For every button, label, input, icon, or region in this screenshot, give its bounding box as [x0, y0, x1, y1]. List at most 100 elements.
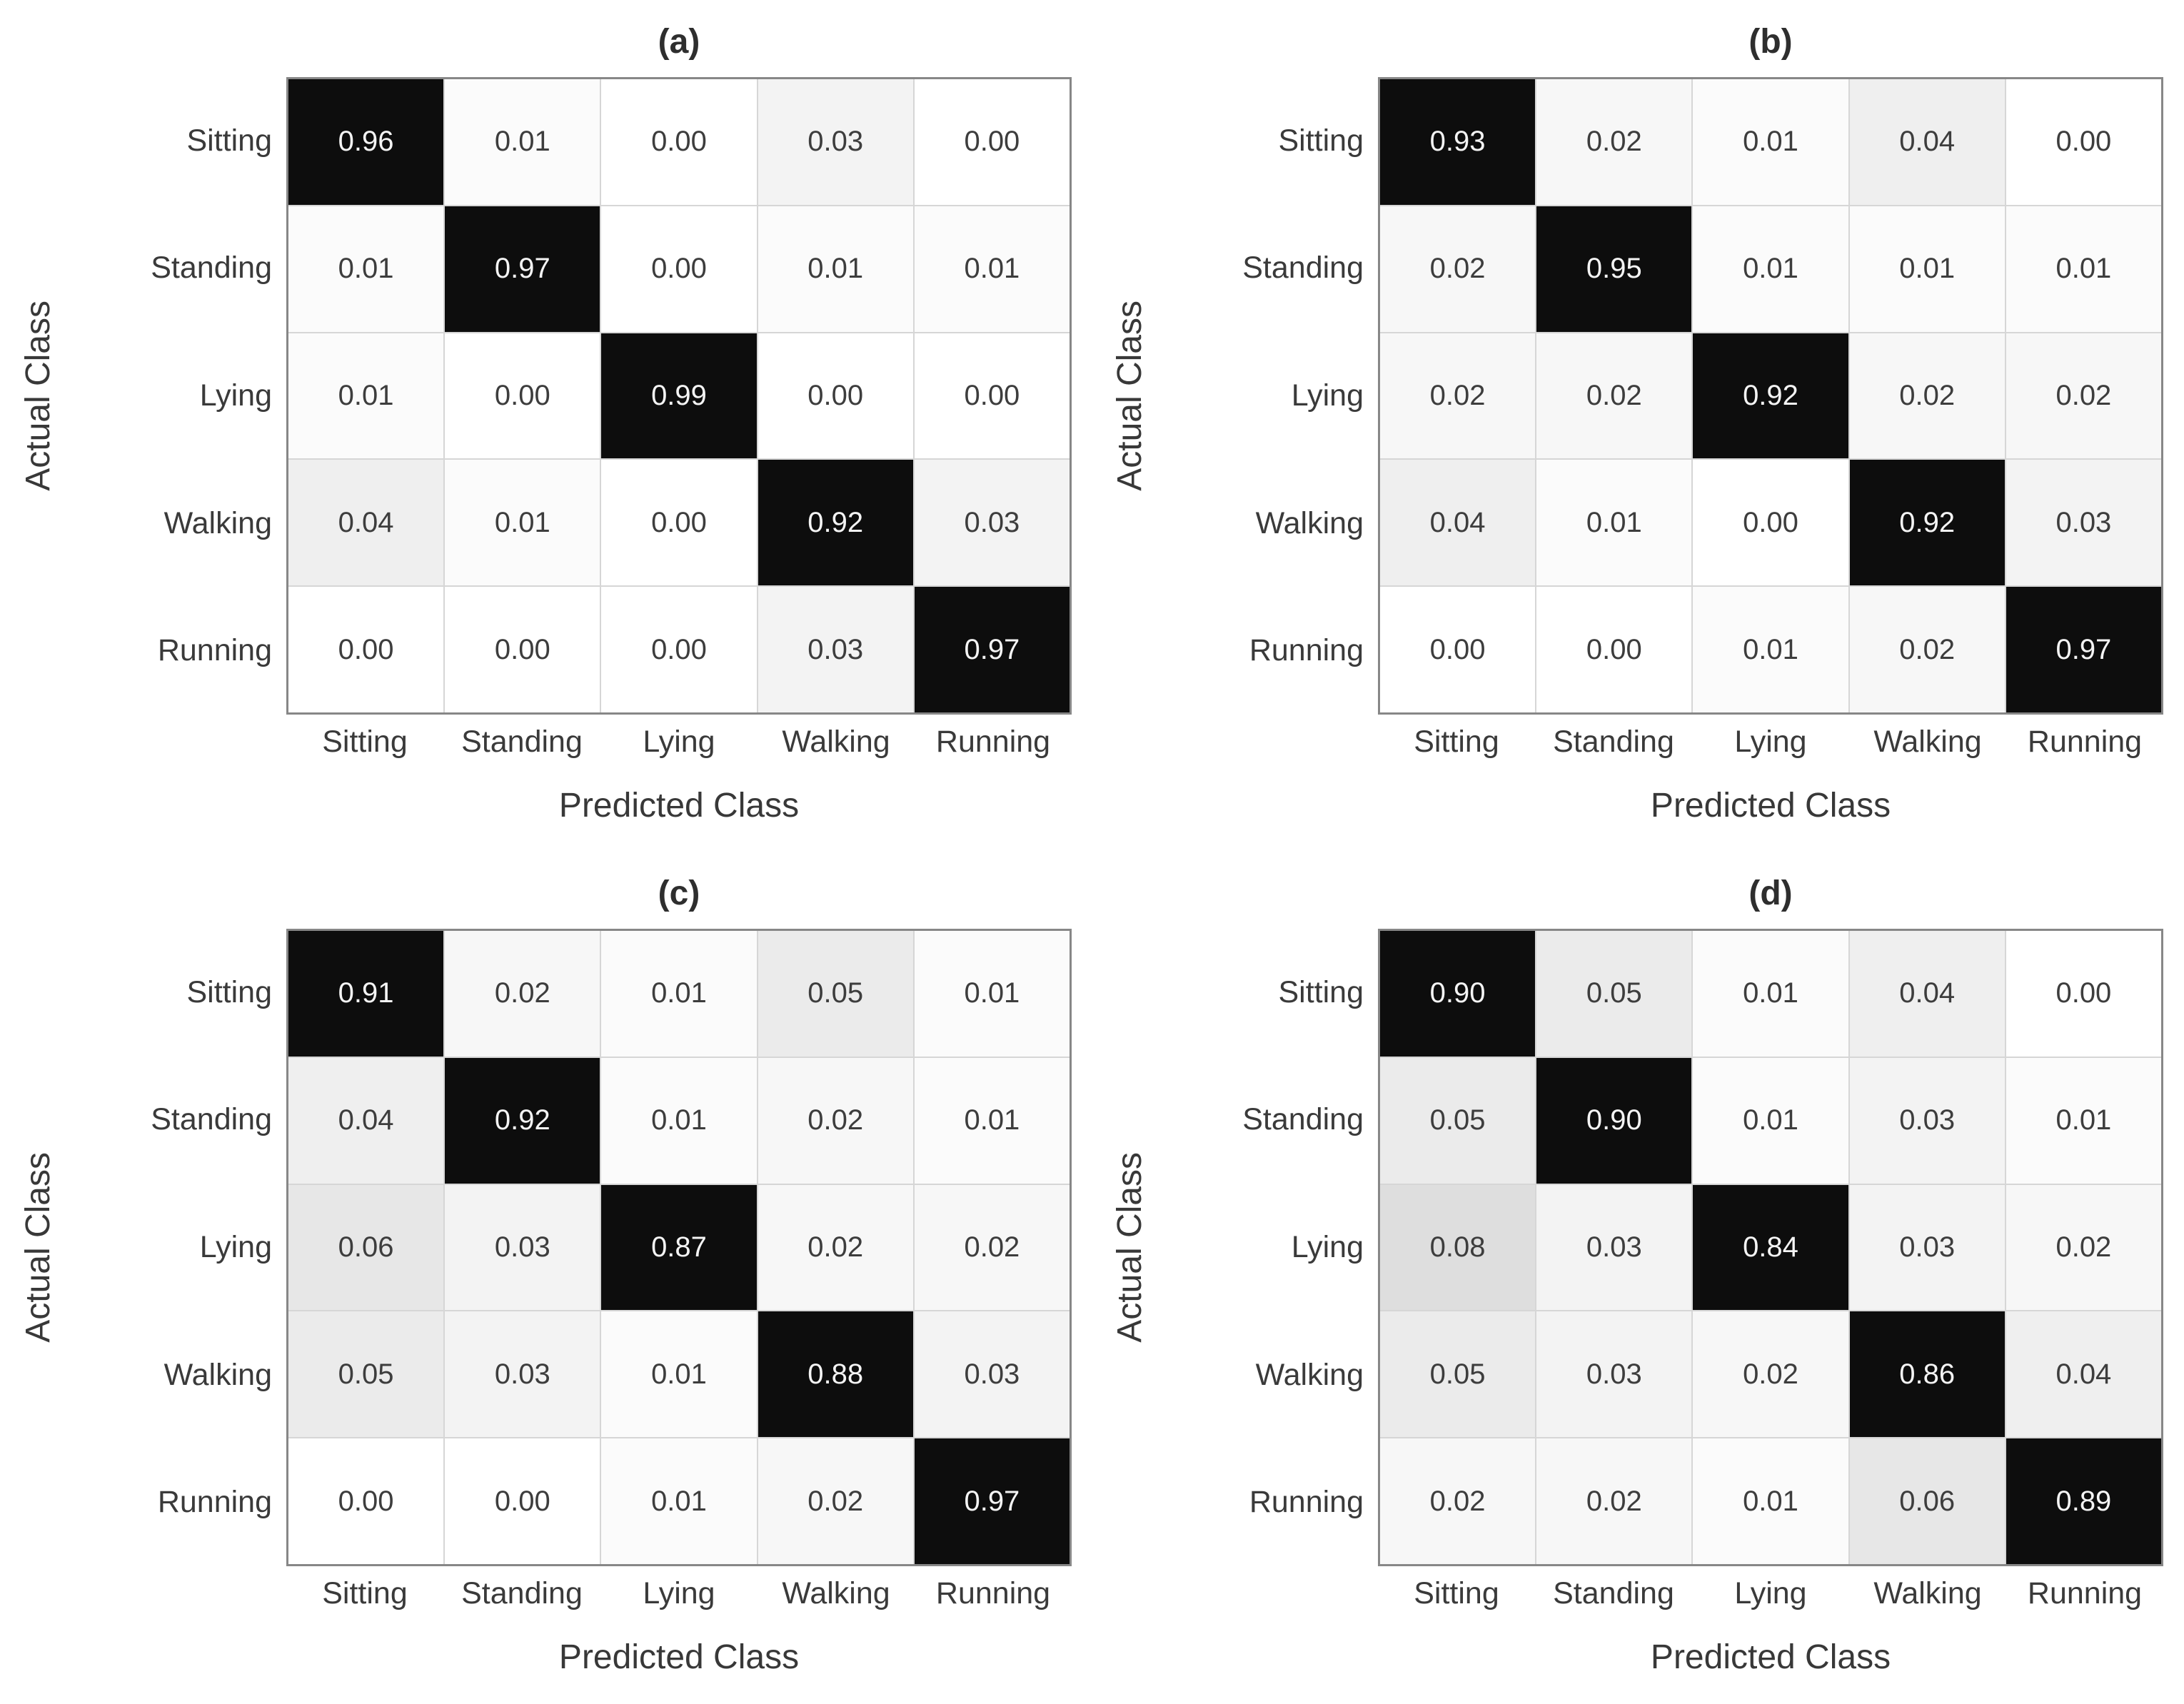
matrix-cell: 0.02 [758, 1057, 913, 1184]
x-tick-labels: Sitting Standing Lying Walking Running [286, 715, 1072, 772]
y-tick-label: Sitting [1278, 123, 1364, 158]
matrix-grid: 0.96 0.01 0.00 0.03 0.00 0.01 0.97 0.00 0.01 0.01… [286, 77, 1072, 715]
matrix-grid: 0.91 0.02 0.01 0.05 0.01 0.04 0.92 0.01 0.02 0.01… [286, 929, 1072, 1566]
matrix-cell: 0.01 [1693, 587, 1848, 712]
matrix-cell: 0.01 [914, 931, 1070, 1057]
y-axis-label: Actual Class [19, 301, 57, 491]
y-tick-label: Sitting [1278, 974, 1364, 1009]
subplot-title: (b) [1748, 22, 1793, 61]
y-tick-label: Running [157, 633, 272, 668]
subplot-c: (c) Actual Class Sitting Standing Lying Wal… [0, 852, 1092, 1704]
x-tick-label: Sitting [1414, 1576, 1499, 1610]
matrix-cell: 0.00 [601, 460, 757, 586]
matrix-cell: 0.02 [914, 1184, 1070, 1311]
matrix-cell: 0.03 [914, 1311, 1070, 1438]
matrix-cell: 0.01 [914, 1057, 1070, 1184]
y-tick-label: Walking [1255, 1357, 1364, 1392]
matrix-cell: 0.03 [1536, 1184, 1692, 1311]
matrix-cell: 0.01 [1693, 1438, 1848, 1564]
matrix-cell: 0.01 [2006, 206, 2161, 332]
x-tick-label: Lying [1734, 1576, 1807, 1610]
matrix-cell: 0.02 [445, 931, 600, 1057]
matrix-cell: 0.92 [758, 460, 913, 586]
matrix-cell: 0.01 [914, 206, 1070, 332]
y-tick-label: Sitting [186, 974, 272, 1009]
y-tick-label: Running [1249, 633, 1364, 668]
matrix-cell: 0.02 [1380, 333, 1536, 459]
matrix-cell: 0.05 [1536, 931, 1692, 1057]
matrix-cell: 0.88 [758, 1311, 913, 1438]
matrix-cell: 0.03 [758, 587, 913, 712]
subplot-b: (b) Actual Class Sitting Standing Lying Wal… [1092, 0, 2184, 852]
matrix-cell: 0.00 [445, 333, 600, 459]
matrix-cell: 0.00 [601, 206, 757, 332]
subplot-title: (a) [658, 22, 700, 61]
y-axis-label-wrap: Actual Class [1096, 929, 1164, 1566]
matrix-cell: 0.04 [288, 460, 444, 586]
x-tick-label: Standing [1553, 1576, 1674, 1610]
x-tick-label: Walking [1873, 725, 1982, 759]
matrix-cell: 0.00 [288, 587, 444, 712]
x-tick-label: Lying [643, 1576, 715, 1610]
matrix-cell: 0.02 [1849, 333, 2005, 459]
matrix-cell: 0.84 [1693, 1184, 1848, 1311]
matrix-cell: 0.00 [601, 79, 757, 205]
matrix-cell: 0.90 [1536, 1057, 1692, 1184]
matrix-cell: 0.00 [1536, 587, 1692, 712]
matrix-cell: 0.00 [2006, 79, 2161, 205]
y-tick-label: Lying [1291, 1229, 1364, 1264]
y-tick-label: Standing [151, 251, 272, 286]
x-tick-label: Lying [1734, 725, 1807, 759]
matrix-cell: 0.01 [1693, 79, 1848, 205]
matrix-cell: 0.01 [1693, 206, 1848, 332]
matrix-cell: 0.86 [1849, 1311, 2005, 1438]
matrix-cell: 0.04 [2006, 1311, 2161, 1438]
x-tick-labels: Sitting Standing Lying Walking Running [1378, 715, 2163, 772]
y-tick-labels: Sitting Standing Lying Walking Running [1164, 77, 1378, 715]
matrix-cell: 0.03 [758, 79, 913, 205]
x-tick-label: Standing [461, 1576, 583, 1610]
y-tick-label: Running [157, 1485, 272, 1520]
matrix-cell: 0.89 [2006, 1438, 2161, 1564]
matrix-cell: 0.01 [1693, 1057, 1848, 1184]
matrix-cell: 0.01 [2006, 1057, 2161, 1184]
y-axis-label-wrap: Actual Class [4, 77, 72, 715]
x-tick-label: Standing [1553, 725, 1674, 759]
y-tick-label: Lying [199, 378, 272, 413]
matrix-cell: 0.93 [1380, 79, 1536, 205]
matrix-cell: 0.06 [288, 1184, 444, 1311]
matrix-cell: 0.92 [445, 1057, 600, 1184]
y-axis-label: Actual Class [1111, 301, 1149, 491]
y-tick-label: Standing [151, 1102, 272, 1137]
matrix-cell: 0.05 [1380, 1057, 1536, 1184]
matrix-cell: 0.05 [1380, 1311, 1536, 1438]
matrix-cell: 0.01 [601, 1311, 757, 1438]
matrix-cell: 0.01 [288, 206, 444, 332]
matrix-cell: 0.87 [601, 1184, 757, 1311]
matrix-cell: 0.05 [288, 1311, 444, 1438]
y-tick-labels: Sitting Standing Lying Walking Running [1164, 929, 1378, 1566]
x-axis-label: Predicted Class [1650, 1638, 1891, 1676]
matrix-cell: 0.97 [2006, 587, 2161, 712]
x-tick-labels: Sitting Standing Lying Walking Running [1378, 1566, 2163, 1623]
matrix-cell: 0.03 [1849, 1184, 2005, 1311]
y-tick-label: Running [1249, 1485, 1364, 1520]
subplot-title: (c) [658, 874, 700, 912]
subplot-title: (d) [1748, 874, 1793, 912]
x-axis-label: Predicted Class [558, 787, 800, 825]
y-axis-label-wrap: Actual Class [4, 929, 72, 1566]
matrix-cell: 0.01 [601, 931, 757, 1057]
x-tick-label: Walking [1873, 1576, 1982, 1610]
matrix-cell: 0.05 [758, 931, 913, 1057]
matrix-cell: 0.03 [2006, 460, 2161, 586]
matrix-cell: 0.97 [914, 587, 1070, 712]
matrix-cell: 0.01 [288, 333, 444, 459]
y-tick-label: Standing [1242, 251, 1364, 286]
matrix-cell: 0.00 [288, 1438, 444, 1564]
matrix-cell: 0.03 [445, 1311, 600, 1438]
y-tick-labels: Sitting Standing Lying Walking Running [72, 77, 286, 715]
subplot-a: (a) Actual Class Sitting Standing Lying Wal… [0, 0, 1092, 852]
x-tick-label: Standing [461, 725, 583, 759]
matrix-cell: 0.00 [601, 587, 757, 712]
y-axis-label: Actual Class [1111, 1152, 1149, 1343]
